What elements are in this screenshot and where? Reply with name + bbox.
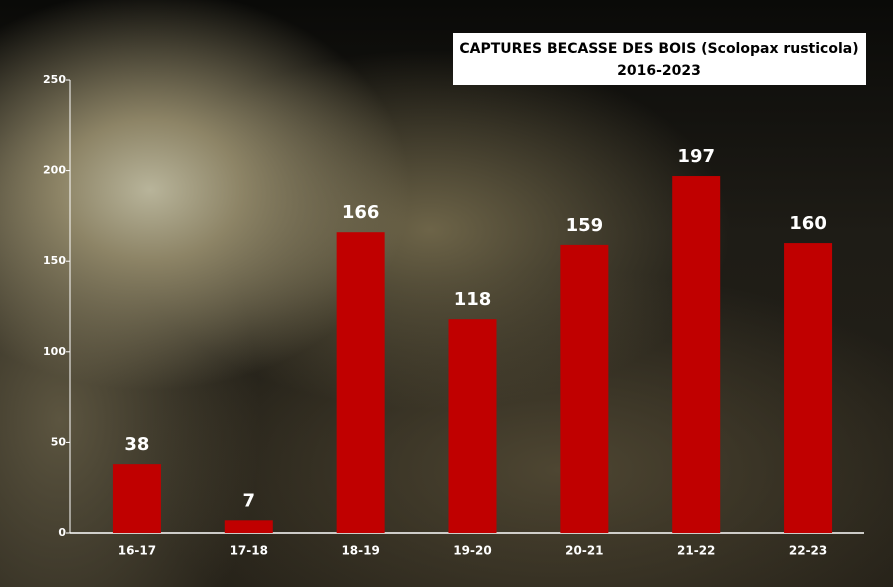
x-tick-label: 16-17 <box>118 544 156 558</box>
bar <box>336 232 385 533</box>
value-label: 160 <box>789 213 827 234</box>
bar <box>784 243 833 533</box>
value-label: 166 <box>342 202 380 223</box>
value-label: 159 <box>566 215 604 236</box>
x-tick-label: 21-22 <box>677 544 715 558</box>
value-label: 197 <box>677 146 715 167</box>
x-tick-label: 17-18 <box>230 544 268 558</box>
title-box <box>453 33 866 85</box>
x-tick-label: 22-23 <box>789 544 827 558</box>
value-label: 118 <box>454 289 492 310</box>
y-tick-label: 250 <box>43 73 66 86</box>
y-tick-label: 200 <box>43 164 66 177</box>
x-tick-label: 19-20 <box>453 544 491 558</box>
y-tick-label: 50 <box>51 435 67 448</box>
x-tick-label: 20-21 <box>565 544 603 558</box>
y-tick-label: 150 <box>43 254 66 267</box>
bar <box>672 176 721 533</box>
value-label: 7 <box>243 490 256 511</box>
chart-title: CAPTURES BECASSE DES BOIS (Scolopax rust… <box>459 41 858 57</box>
value-label: 38 <box>124 434 149 455</box>
bar <box>224 520 273 533</box>
bar <box>560 244 609 533</box>
chart-subtitle: 2016-2023 <box>617 63 701 79</box>
x-tick-label: 18-19 <box>341 544 379 558</box>
y-tick-label: 100 <box>43 345 66 358</box>
y-tick-label: 0 <box>58 526 66 539</box>
bar <box>112 464 161 533</box>
bar <box>448 319 497 533</box>
